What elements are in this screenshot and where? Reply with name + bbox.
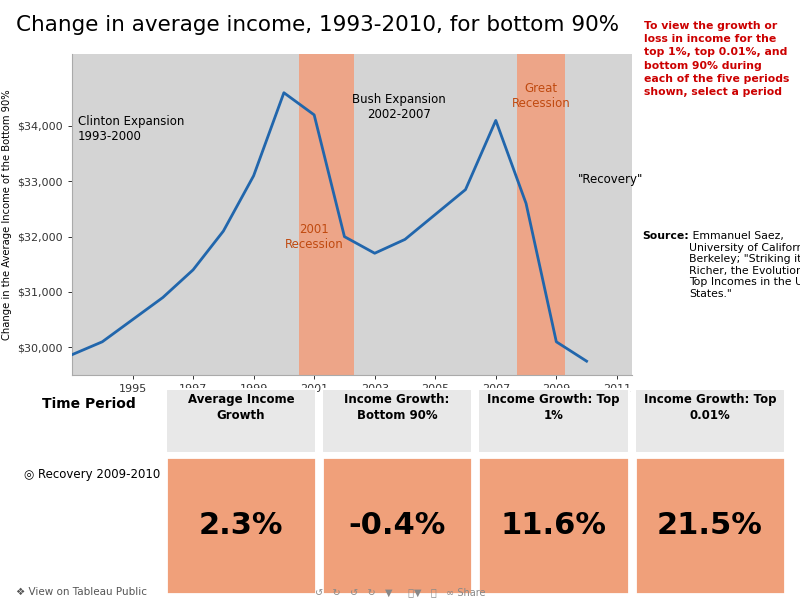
Text: 2001
Recession: 2001 Recession bbox=[285, 223, 343, 251]
Text: Source:: Source: bbox=[642, 231, 689, 241]
Text: Income Growth: Top
1%: Income Growth: Top 1% bbox=[487, 393, 620, 422]
Text: -0.4%: -0.4% bbox=[349, 511, 446, 540]
Bar bbox=[299, 54, 354, 375]
Text: Average Income
Growth: Average Income Growth bbox=[187, 393, 294, 422]
Text: To view the growth or
loss in income for the
top 1%, top 0.01%, and
bottom 90% d: To view the growth or loss in income for… bbox=[644, 21, 790, 97]
Text: ❖ View on Tableau Public: ❖ View on Tableau Public bbox=[16, 587, 147, 597]
Text: Income Growth: Top
0.01%: Income Growth: Top 0.01% bbox=[643, 393, 776, 422]
Bar bbox=[478, 389, 629, 453]
Bar bbox=[322, 457, 472, 594]
Text: Income Growth:
Bottom 90%: Income Growth: Bottom 90% bbox=[345, 393, 450, 422]
Text: 21.5%: 21.5% bbox=[657, 511, 762, 540]
Bar bbox=[166, 457, 316, 594]
Text: ↺   ↻   ↺   ↻   ▼     ⬜▼   ⬜   ∞ Share: ↺ ↻ ↺ ↻ ▼ ⬜▼ ⬜ ∞ Share bbox=[314, 587, 486, 597]
Text: Emmanuel Saez,
University of California,
Berkeley; "Striking it
Richer, the Evol: Emmanuel Saez, University of California,… bbox=[689, 231, 800, 299]
Text: Bush Expansion
2002-2007: Bush Expansion 2002-2007 bbox=[352, 93, 446, 121]
Y-axis label: Change in the Average Income of the Bottom 90%: Change in the Average Income of the Bott… bbox=[2, 89, 12, 340]
Bar bbox=[517, 54, 566, 375]
Text: "Recovery": "Recovery" bbox=[578, 173, 643, 186]
Bar bbox=[634, 389, 785, 453]
Bar bbox=[322, 389, 472, 453]
Text: Clinton Expansion
1993-2000: Clinton Expansion 1993-2000 bbox=[78, 115, 185, 143]
Text: 11.6%: 11.6% bbox=[501, 511, 606, 540]
Bar bbox=[478, 457, 629, 594]
Bar bbox=[634, 457, 785, 594]
Text: 2.3%: 2.3% bbox=[198, 511, 283, 540]
Text: Change in average income, 1993-2010, for bottom 90%: Change in average income, 1993-2010, for… bbox=[16, 15, 619, 35]
Bar bbox=[166, 389, 316, 453]
Text: Time Period: Time Period bbox=[42, 397, 136, 412]
X-axis label: Year: Year bbox=[338, 398, 366, 411]
Text: Great
Recession: Great Recession bbox=[512, 82, 570, 110]
Text: ◎ Recovery 2009-2010: ◎ Recovery 2009-2010 bbox=[24, 468, 160, 481]
